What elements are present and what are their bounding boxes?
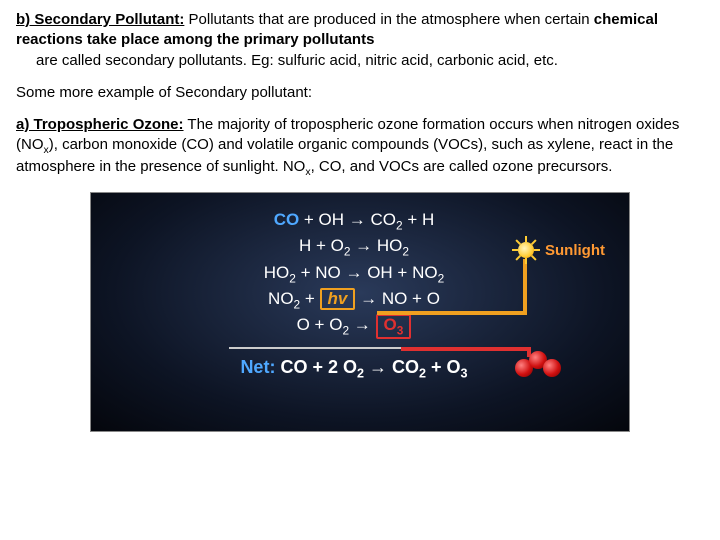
equations-block: CO + OH → CO2 + H H + O2 → HO2 HO2 + NO … (209, 209, 499, 383)
ozone-molecule-icon (515, 351, 563, 379)
secondary-pollutant-heading: b) Secondary Pollutant: (16, 11, 184, 28)
tropospheric-ozone-heading: a) Tropospheric Ozone: (16, 116, 184, 133)
net-equation: Net: CO + 2 O2 → CO2 + O3 (209, 355, 499, 383)
eq-line-4: NO2 + hv → NO + O (209, 288, 499, 312)
tropo-text-3: , CO, and VOCs are called ozone precurso… (311, 158, 613, 175)
secondary-pollutant-paragraph: b) Secondary Pollutant: Pollutants that … (16, 10, 704, 71)
secondary-pollutant-text-1: Pollutants that are produced in the atmo… (184, 11, 593, 28)
secondary-pollutant-text-2: are called secondary pollutants. Eg: sul… (16, 51, 704, 71)
sun-icon (515, 239, 537, 261)
tropospheric-ozone-paragraph: a) Tropospheric Ozone: The majority of t… (16, 115, 704, 180)
o3-box: O3 (376, 314, 412, 339)
hv-connector-h (377, 311, 527, 315)
ozone-formation-diagram: Sunlight CO + OH → CO2 + H H + O2 → HO2 … (90, 192, 630, 432)
sunlight-label: Sunlight (545, 241, 605, 261)
eq-line-3: HO2 + NO → OH + NO2 (209, 262, 499, 286)
o3-connector-h (401, 347, 531, 351)
hv-box: hv (320, 288, 356, 310)
eq-line-1: CO + OH → CO2 + H (209, 209, 499, 233)
eq-line-5: O + O2 → O3 (209, 314, 499, 339)
hv-connector-v (523, 259, 527, 315)
eq-line-2: H + O2 → HO2 (209, 235, 499, 259)
more-examples-line: Some more example of Secondary pollutant… (16, 83, 704, 103)
